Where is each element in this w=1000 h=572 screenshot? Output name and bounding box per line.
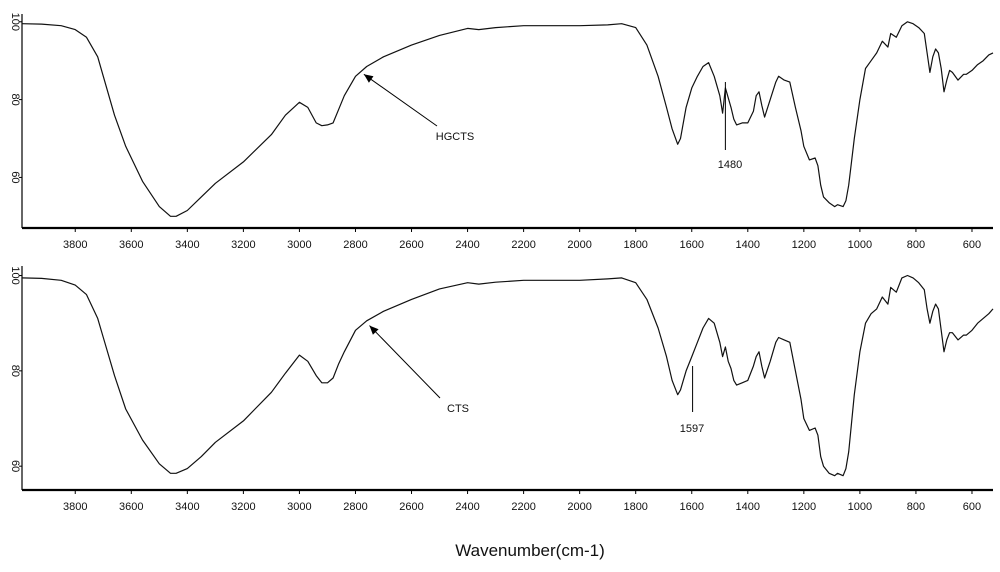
x-tick-label: 3600 <box>119 239 143 251</box>
x-tick-label: 2200 <box>511 239 535 251</box>
x-tick-label: 600 <box>963 501 981 513</box>
x-tick-label: 1400 <box>736 239 760 251</box>
spectrum-line-cts <box>21 274 994 477</box>
annotation-label: CTS <box>447 403 469 415</box>
x-tick-label: 3400 <box>175 501 199 513</box>
x-tick-label: 1000 <box>848 501 872 513</box>
x-tick-label: 2000 <box>567 501 591 513</box>
x-tick-label: 1600 <box>680 239 704 251</box>
annotation-arrowhead <box>363 74 374 83</box>
x-tick-label: 2200 <box>511 501 535 513</box>
annotation-label: 1597 <box>680 423 704 435</box>
y-tick-label: 80 <box>9 93 21 105</box>
x-tick-label: 800 <box>907 239 925 251</box>
x-tick-label: 1400 <box>736 501 760 513</box>
x-tick-label: 3600 <box>119 501 143 513</box>
annotation-arrowhead <box>369 325 379 335</box>
spectrum-line-hgcts <box>21 21 994 217</box>
annotation-arrow-line <box>363 73 438 127</box>
y-tick-label: 60 <box>9 460 21 472</box>
x-tick-label: 3400 <box>175 239 199 251</box>
x-tick-label: 800 <box>907 501 925 513</box>
x-tick-label: 2400 <box>455 239 479 251</box>
x-tick-label: 3800 <box>63 501 87 513</box>
x-tick-label: 1200 <box>792 239 816 251</box>
x-tick-label: 1200 <box>792 501 816 513</box>
x-tick-label: 2800 <box>343 239 367 251</box>
x-tick-label: 2800 <box>343 501 367 513</box>
x-tick-label: 2600 <box>399 239 423 251</box>
x-tick-label: 3000 <box>287 501 311 513</box>
y-tick-label: 60 <box>9 171 21 183</box>
x-tick-label: 3200 <box>231 501 255 513</box>
x-tick-label: 3000 <box>287 239 311 251</box>
x-tick-label: 1800 <box>623 239 647 251</box>
annotation-arrow-line <box>369 325 441 399</box>
y-tick-label: 100 <box>9 13 21 31</box>
y-tick-label: 80 <box>9 365 21 377</box>
x-tick-label: 3800 <box>63 239 87 251</box>
panel-hgcts: 3800 3600 3400 3200 3000 2800 2600 2400 2200 2000… <box>9 13 994 251</box>
x-tick-label: 1000 <box>848 239 872 251</box>
x-tick-label: 2600 <box>399 501 423 513</box>
panel-cts: 3800 3600 3400 3200 3000 2800 2600 2400 2200 2000… <box>9 266 994 513</box>
x-axis-title: Wavenumber(cm-1) <box>455 541 605 560</box>
x-tick-label: 3200 <box>231 239 255 251</box>
x-tick-label: 2400 <box>455 501 479 513</box>
x-tick-label: 2000 <box>567 239 591 251</box>
annotation-label: HGCTS <box>436 131 475 143</box>
x-tick-label: 1800 <box>623 501 647 513</box>
annotation-label: 1480 <box>718 159 742 171</box>
x-tick-label: 1600 <box>680 501 704 513</box>
x-tick-label: 600 <box>963 239 981 251</box>
y-tick-label: 100 <box>9 266 21 284</box>
